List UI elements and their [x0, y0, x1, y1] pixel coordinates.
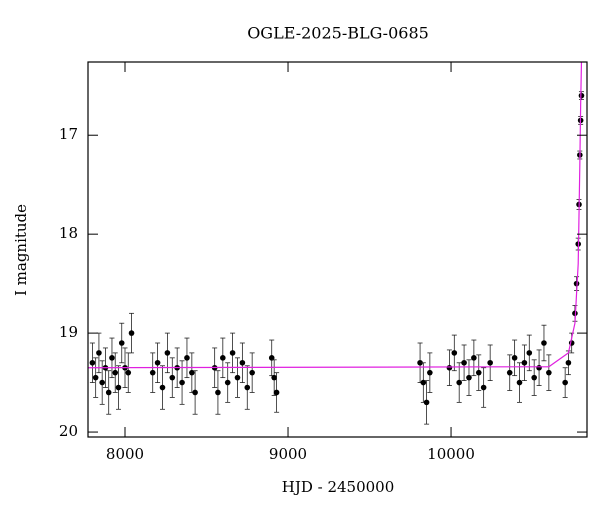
data-point — [159, 384, 166, 391]
plot-area — [88, 62, 585, 425]
data-point — [471, 355, 477, 361]
data-point — [417, 359, 423, 366]
data-point — [89, 359, 96, 366]
data-point — [224, 379, 231, 386]
x-tick-label: 9000 — [269, 445, 307, 463]
data-point — [109, 355, 115, 361]
y-tick-label: 18 — [59, 224, 78, 242]
data-point — [516, 379, 523, 386]
data-point — [521, 359, 528, 366]
data-point — [184, 355, 190, 361]
data-point — [125, 369, 132, 376]
x-tick-label: 8000 — [106, 445, 144, 463]
data-point — [239, 359, 246, 366]
data-point — [475, 369, 482, 376]
data-point — [105, 389, 112, 396]
data-point — [189, 369, 195, 376]
data-point — [128, 330, 135, 336]
data-point — [461, 359, 467, 366]
data-point — [480, 384, 487, 391]
y-tick-label: 19 — [59, 323, 78, 341]
data-point — [220, 355, 226, 361]
data-point — [466, 374, 472, 381]
data-point — [244, 384, 251, 391]
x-axis-label: HJD - 2450000 — [282, 478, 395, 496]
plot-frame — [87, 61, 588, 438]
data-point — [164, 350, 171, 356]
data-point — [420, 379, 427, 386]
data-point — [536, 364, 542, 371]
data-point — [96, 350, 102, 356]
data-point — [271, 374, 277, 381]
data-point — [229, 350, 236, 356]
data-point — [215, 389, 221, 396]
data-point — [427, 369, 433, 376]
data-point — [456, 379, 462, 386]
y-tick-label: 20 — [59, 422, 78, 440]
data-point — [154, 359, 161, 366]
data-point — [179, 379, 185, 386]
model-curve — [88, 62, 583, 369]
data-point — [511, 355, 518, 361]
data-point — [565, 359, 572, 366]
data-point — [112, 369, 119, 376]
data-point — [118, 340, 125, 346]
data-point — [169, 374, 176, 381]
data-point — [115, 384, 122, 391]
data-point — [92, 374, 99, 381]
y-tick-label: 17 — [59, 125, 78, 143]
data-point — [487, 359, 493, 366]
x-tick-label: 10000 — [427, 445, 475, 463]
data-point — [446, 364, 453, 371]
data-point — [546, 369, 552, 376]
data-point — [273, 389, 280, 396]
data-point — [562, 379, 568, 386]
data-point — [506, 369, 513, 376]
data-point — [541, 340, 547, 346]
data-point — [526, 350, 533, 356]
data-point — [531, 374, 537, 381]
chart-title: OGLE-2025-BLG-0685 — [247, 24, 429, 43]
data-point — [578, 92, 585, 99]
data-point — [149, 369, 156, 376]
data-point — [268, 355, 275, 361]
data-point — [99, 379, 105, 386]
data-point — [423, 399, 430, 406]
data-point — [192, 389, 198, 396]
data-point — [234, 374, 241, 381]
data-point — [249, 369, 255, 376]
data-point — [451, 350, 458, 356]
y-axis-label: I magnitude — [12, 204, 30, 296]
